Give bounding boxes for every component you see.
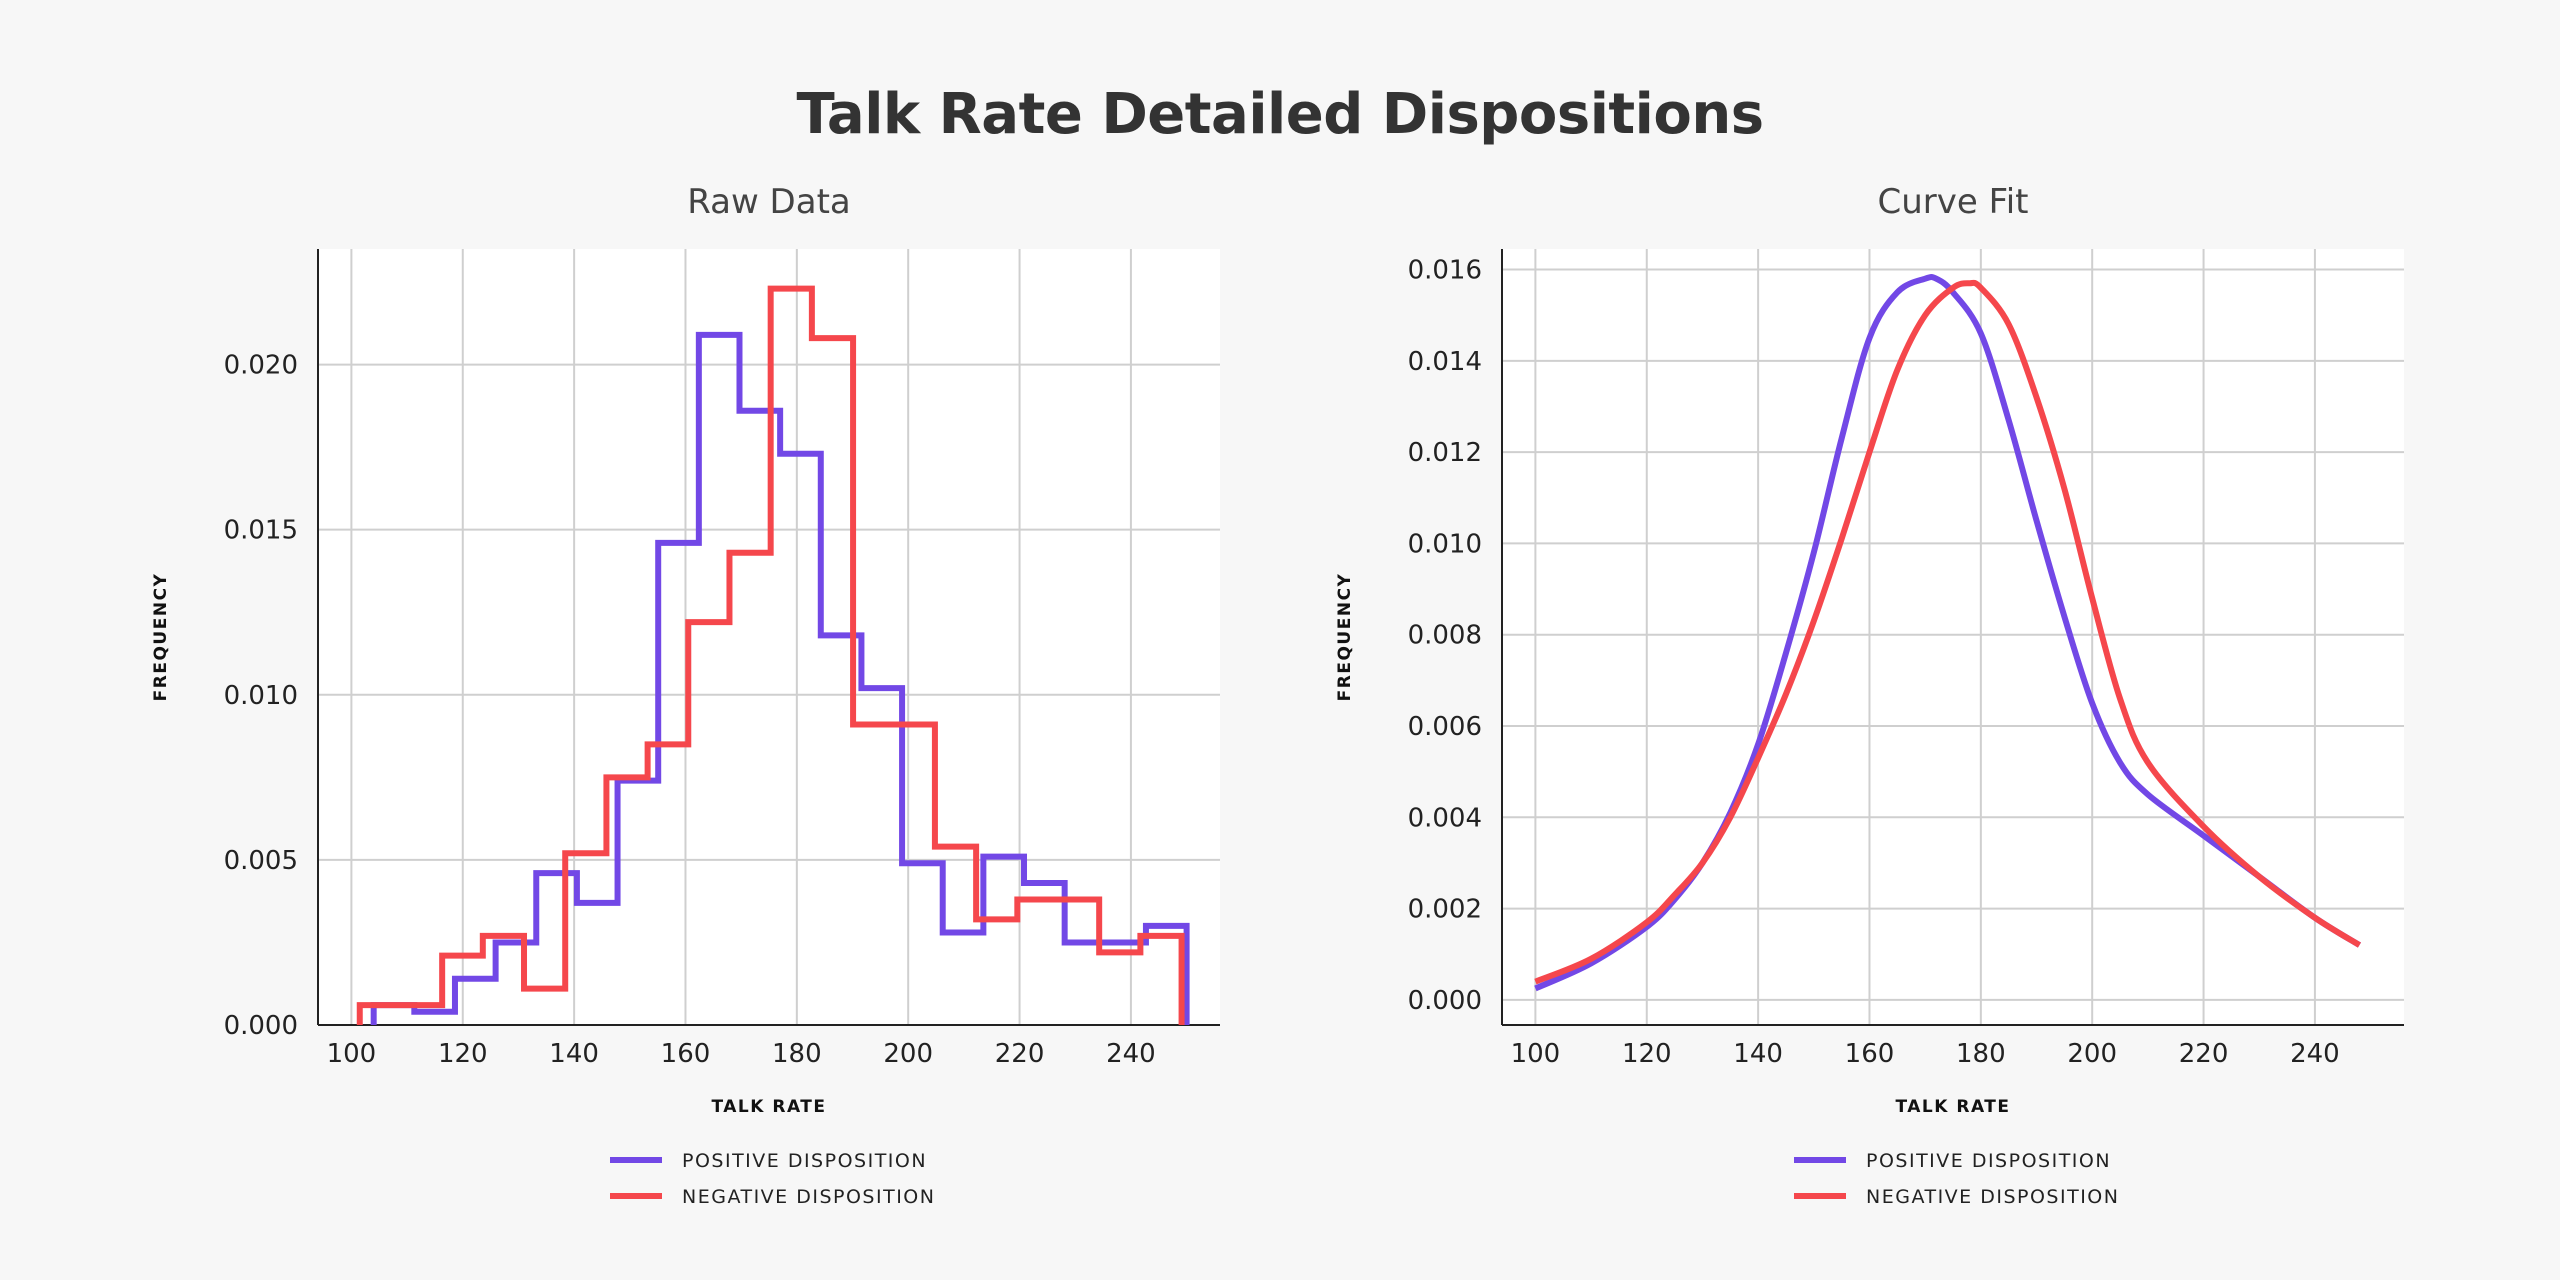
x-tick-label: 240 [2290,1039,2340,1069]
y-tick-label: 0.000 [224,1011,298,1041]
x-tick-label: 160 [661,1039,711,1069]
x-tick-label: 120 [438,1039,488,1069]
raw-data-chart: 100 120 140 160 180 200 220 240 0.000 0.005 0.010 0… [151,182,1220,1208]
x-tick-label: 220 [2179,1039,2229,1069]
positive-legend-label: POSITIVE DISPOSITION [1866,1150,2111,1172]
negative-legend-label: NEGATIVE DISPOSITION [1866,1186,2119,1208]
y-tick-label: 0.016 [1408,256,1482,286]
x-tick-label: 240 [1106,1039,1156,1069]
x-tick-label: 140 [549,1039,599,1069]
y-tick-label: 0.010 [1408,529,1482,559]
x-axis-title: TALK RATE [712,1097,827,1117]
x-tick-label: 200 [883,1039,933,1069]
x-tick-label: 180 [1956,1039,2006,1069]
page-title: Talk Rate Detailed Dispositions [796,82,1764,147]
x-tick-label: 140 [1733,1039,1783,1069]
curve-fit-chart: 100 120 140 160 180 200 220 240 0.000 0.002 0.004 0… [1335,182,2404,1208]
x-tick-label: 220 [995,1039,1045,1069]
negative-disposition-series [356,285,1185,1025]
y-tick-label: 0.006 [1408,712,1482,742]
y-tick-label: 0.014 [1408,347,1482,377]
y-tick-label: 0.015 [224,516,298,546]
positive-disposition-series [370,331,1190,1025]
x-tick-label: 200 [2067,1039,2117,1069]
x-tick-label: 100 [327,1039,377,1069]
y-tick-label: 0.008 [1408,621,1482,651]
y-axis-title: FREQUENCY [1335,573,1355,702]
chart-subtitle: Curve Fit [1878,182,2029,222]
y-tick-label: 0.004 [1408,803,1482,833]
negative-legend-label: NEGATIVE DISPOSITION [682,1186,935,1208]
x-tick-label: 180 [772,1039,822,1069]
chart-subtitle: Raw Data [687,182,851,222]
y-tick-label: 0.002 [1408,895,1482,925]
negative-disposition-series [1534,279,2362,985]
plot-area [1502,249,2404,1025]
y-tick-label: 0.010 [224,681,298,711]
positive-legend-label: POSITIVE DISPOSITION [682,1150,927,1172]
y-axis-title: FREQUENCY [151,573,171,702]
x-axis-title: TALK RATE [1896,1097,2011,1117]
x-tick-label: 120 [1622,1039,1672,1069]
y-tick-label: 0.005 [224,846,298,876]
y-tick-label: 0.000 [1408,986,1482,1016]
y-tick-label: 0.020 [224,351,298,381]
x-tick-label: 160 [1845,1039,1895,1069]
x-tick-label: 100 [1511,1039,1561,1069]
y-tick-label: 0.012 [1408,438,1482,468]
